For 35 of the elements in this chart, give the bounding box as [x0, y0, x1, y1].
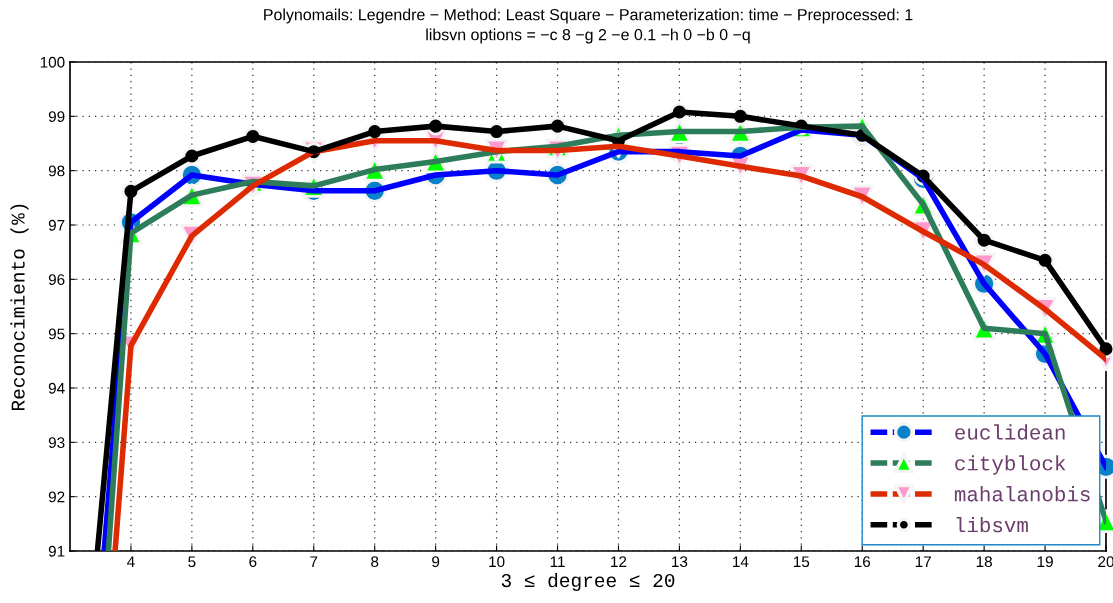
- y-tick-label: 91: [48, 545, 65, 557]
- legend-label: mahalanobis: [954, 486, 1090, 502]
- x-tick-label: 6: [249, 556, 257, 568]
- x-tick-label: 20: [1098, 556, 1113, 568]
- y-tick-label: 99: [48, 111, 65, 123]
- x-tick-label: 18: [976, 556, 992, 568]
- y-tick-label: 95: [48, 328, 65, 340]
- x-tick-label: 5: [188, 556, 196, 568]
- y-tick-label: 96: [48, 274, 65, 286]
- legend-label: libsvm: [956, 517, 1028, 533]
- x-tick-label: 9: [432, 556, 440, 568]
- x-tick-label: 16: [854, 556, 871, 568]
- x-tick-label: 17: [915, 556, 931, 567]
- x-tick-label: 12: [611, 556, 627, 567]
- y-tick-label: 97: [48, 219, 65, 231]
- x-tick-label: 7: [310, 556, 318, 567]
- legend-label: cityblock: [955, 455, 1066, 475]
- x-tick-label: 13: [672, 556, 688, 568]
- chart-title: Polynomails: Legendre − Method: Least Square − Parameterization: time − Preprocessed: 1: [264, 8, 913, 24]
- x-tick-label: 15: [793, 556, 810, 568]
- x-tick-label: 8: [371, 556, 379, 568]
- x-tick-label: 19: [1037, 556, 1053, 568]
- y-tick-label: 98: [48, 165, 65, 177]
- y-tick-label: 92: [48, 491, 65, 503]
- x-tick-label: 14: [733, 556, 749, 567]
- chart-subtitle: libsvn options = −c 8 −g 2 −e 0.1 −h 0 −b 0 −q: [426, 28, 750, 44]
- y-tick-label: 100: [40, 56, 65, 68]
- legend-label: euclidean: [955, 424, 1065, 440]
- y-tick-label: 94: [48, 382, 65, 394]
- x-tick-label: 10: [489, 556, 505, 568]
- x-tick-label: 11: [550, 556, 565, 567]
- y-tick-label: 93: [48, 437, 65, 449]
- y-axis-title: Reconocimiento (%): [10, 204, 29, 410]
- x-axis-title: 3 ≤ degree ≤ 20: [501, 572, 675, 591]
- x-tick-label: 4: [127, 556, 135, 567]
